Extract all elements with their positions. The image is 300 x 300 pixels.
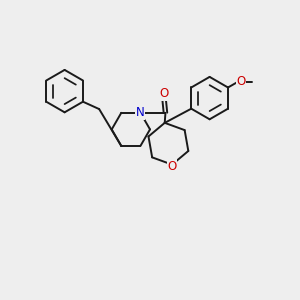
Text: N: N	[136, 106, 145, 119]
Text: O: O	[167, 160, 177, 172]
Text: O: O	[159, 87, 169, 100]
Text: O: O	[237, 75, 246, 88]
